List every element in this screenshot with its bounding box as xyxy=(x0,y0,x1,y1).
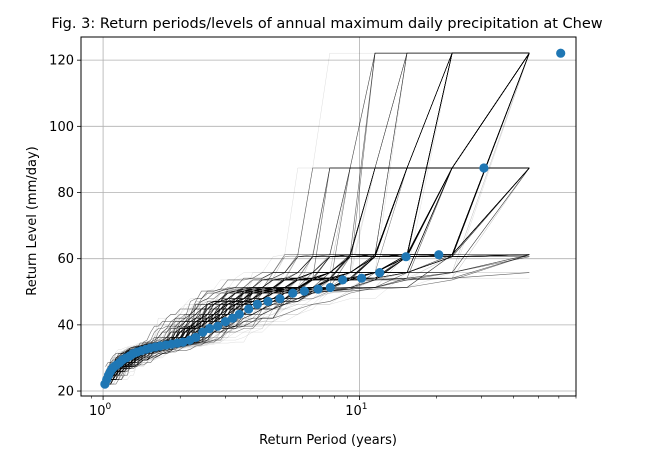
bootstrap-curve xyxy=(105,167,530,385)
x-axis-label: Return Period (years) xyxy=(259,433,397,448)
bootstrap-curve xyxy=(105,167,530,385)
bootstrap-curve xyxy=(105,53,530,385)
data-point xyxy=(234,309,244,319)
data-point xyxy=(556,48,566,58)
data-point xyxy=(299,286,309,296)
y-tick-label: 100 xyxy=(49,120,74,135)
data-point xyxy=(479,163,489,173)
data-point xyxy=(434,250,444,260)
bootstrap-curve xyxy=(105,53,530,380)
data-point xyxy=(325,282,335,293)
data-point xyxy=(220,317,230,327)
y-tick-label: 20 xyxy=(57,385,74,400)
bootstrap-curve xyxy=(105,53,530,385)
data-point xyxy=(375,268,385,278)
bootstrap-curve xyxy=(105,52,530,376)
y-axis-label: Return Level (mm/day) xyxy=(25,146,40,295)
data-point xyxy=(204,323,215,334)
data-point xyxy=(401,252,411,262)
data-point xyxy=(338,275,348,285)
bootstrap-curve xyxy=(105,53,530,385)
bootstrap-curve xyxy=(105,254,530,385)
data-point xyxy=(357,273,367,283)
data-point xyxy=(191,332,201,342)
data-point xyxy=(275,294,285,304)
y-tick-label: 60 xyxy=(57,252,74,267)
y-tick-label: 80 xyxy=(57,186,74,201)
bootstrap-curve xyxy=(105,256,530,385)
data-point xyxy=(288,288,298,298)
data-point xyxy=(263,296,273,306)
data-points xyxy=(100,48,566,389)
data-point xyxy=(244,304,254,314)
y-tick-label: 120 xyxy=(49,54,74,69)
data-point xyxy=(213,321,223,331)
data-point xyxy=(252,299,262,309)
data-point xyxy=(313,284,323,294)
y-tick-label: 40 xyxy=(57,318,74,333)
chart-title: Fig. 3: Return periods/levels of annual … xyxy=(51,16,602,32)
bootstrap-curve xyxy=(105,53,530,380)
plot-frame xyxy=(80,36,577,397)
data-point xyxy=(228,313,238,323)
